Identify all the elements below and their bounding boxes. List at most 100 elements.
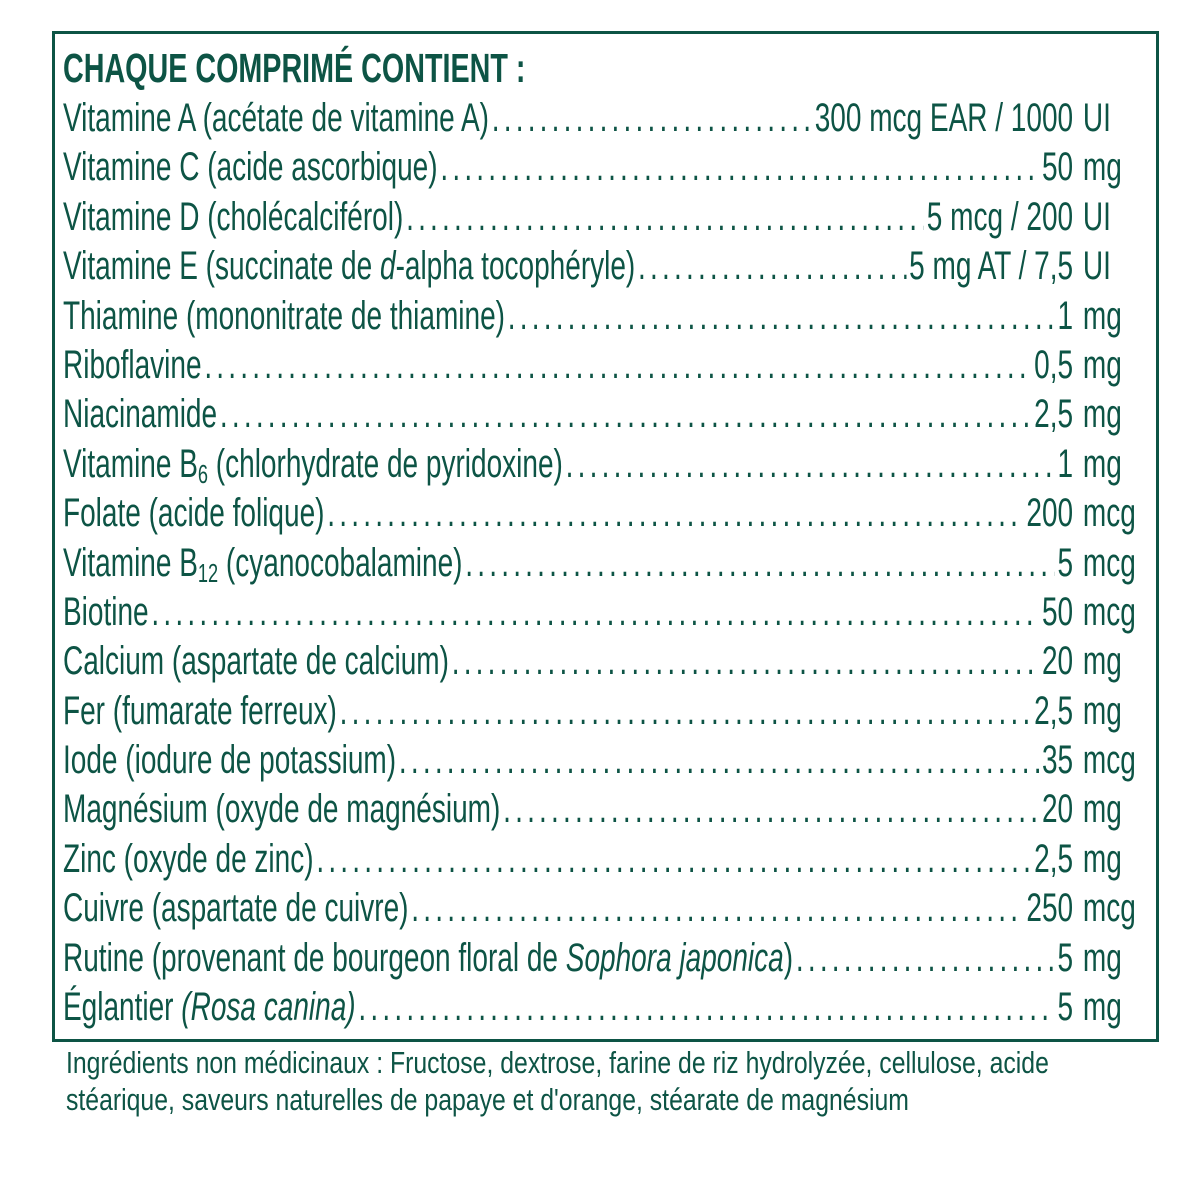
ingredient-amount: 5 mcg / 200: [926, 194, 1074, 239]
ingredient-amount: 5 mg AT / 7,5: [909, 244, 1074, 289]
dot-leader: [465, 539, 1054, 588]
ingredient-name-part: Sophora japonica: [565, 935, 784, 980]
ingredient-name-part: 6: [197, 458, 209, 489]
ingredient-row: Zinc (oxyde de zinc) 2,5mg: [63, 835, 1143, 884]
ingredient-name: Thiamine (mononitrate de thiamine): [63, 292, 505, 341]
ingredient-name: Folate (acide folique): [63, 489, 324, 538]
ingredient-row: Fer (fumarate ferreux) 2,5mg: [63, 687, 1143, 736]
ingredient-name-part: Zinc (oxyde de zinc): [63, 836, 314, 881]
ingredient-name-part: Vitamine B: [63, 441, 198, 486]
ingredient-amount: 35: [1041, 738, 1074, 783]
ingredient-name: Biotine: [63, 588, 149, 637]
dot-leader: [440, 143, 1039, 192]
dot-leader: [638, 242, 906, 291]
non-medicinal-ingredients: Ingrédients non médicinaux : Fructose, d…: [66, 1045, 1049, 1117]
ingredient-amount: 50: [1041, 589, 1074, 634]
ingredient-unit: mg: [1082, 985, 1122, 1030]
dot-leader: [411, 884, 1023, 933]
ingredient-amount: 1: [1057, 441, 1074, 486]
ingredient-name: Riboflavine: [63, 341, 202, 390]
ingredient-unit: mcg: [1082, 540, 1136, 585]
ingredients-list: CHAQUE COMPRIMÉ CONTIENT : Vitamine A (a…: [63, 44, 1143, 1032]
ingredient-row: Riboflavine 0,5mg: [63, 341, 1143, 390]
ingredient-row: Vitamine E (succinate de d-alpha tocophé…: [63, 242, 1143, 291]
ingredient-unit: mg: [1082, 392, 1122, 437]
ingredient-name: Fer (fumarate ferreux): [63, 687, 337, 736]
dot-leader: [508, 292, 1055, 341]
dot-leader: [327, 489, 1023, 538]
ingredient-name-part: Thiamine (mononitrate de thiamine): [63, 293, 505, 338]
ingredient-name-part: Rutine (provenant de bourgeon floral de: [63, 935, 566, 980]
ingredient-name: Magnésium (oxyde de magnésium): [63, 785, 500, 834]
ingredient-unit: mg: [1082, 688, 1122, 733]
dot-leader: [452, 637, 1039, 686]
ingredient-name-part: Biotine: [63, 589, 149, 634]
ingredient-unit: mg: [1082, 787, 1122, 832]
ingredient-amount: 300 mcg EAR / 1000: [814, 96, 1074, 140]
ingredient-amount: 5: [1057, 540, 1074, 585]
ingredient-name-part: (cyanocobalamine): [218, 540, 463, 585]
ingredient-row: Vitamine A (acétate de vitamine A) 300 mc…: [63, 94, 1143, 143]
ingredient-amount: 250: [1026, 886, 1074, 931]
ingredient-name-part: Vitamine B: [63, 540, 198, 585]
ingredient-name-part: ): [783, 935, 794, 980]
ingredient-unit: mg: [1082, 639, 1122, 684]
ingredient-name-part: -alpha tocophéryle): [395, 244, 636, 289]
ingredient-name: Niacinamide: [63, 390, 217, 439]
ingredient-row: Thiamine (mononitrate de thiamine) 1mg: [63, 292, 1143, 341]
ingredient-unit: UI: [1082, 96, 1111, 140]
ingredient-unit: mg: [1082, 145, 1122, 190]
ingredient-name: Vitamine B6 (chlorhydrate de pyridoxine): [63, 440, 563, 489]
ingredient-unit: mcg: [1082, 738, 1136, 783]
ingredient-name-part: (chlorhydrate de pyridoxine): [208, 441, 563, 486]
ingredient-amount: 0,5: [1034, 342, 1074, 387]
dot-leader: [796, 934, 1055, 983]
ingredient-name: Vitamine A (acétate de vitamine A): [63, 94, 489, 143]
ingredient-name-part: (Rosa canina): [181, 985, 356, 1030]
ingredient-name: Calcium (aspartate de calcium): [63, 637, 449, 686]
dot-leader: [340, 687, 1032, 736]
ingredient-name-part: Vitamine D (cholécalciférol): [63, 194, 404, 239]
ingredient-name-part: Iode (iodure de potassium): [63, 738, 397, 783]
dot-leader: [220, 390, 1031, 439]
ingredient-row: Rutine (provenant de bourgeon floral de …: [63, 934, 1143, 983]
ingredient-amount: 5: [1057, 935, 1074, 980]
ingredient-name-part: Églantier: [63, 985, 182, 1030]
ingredient-amount: 1: [1057, 293, 1074, 338]
ingredient-name: Iode (iodure de potassium): [63, 736, 396, 785]
ingredient-name-part: Folate (acide folique): [63, 491, 325, 536]
ingredient-amount: 200: [1026, 491, 1074, 536]
ingredient-unit: mg: [1082, 441, 1122, 486]
ingredient-name-part: Fer (fumarate ferreux): [63, 688, 337, 733]
ingredient-amount: 50: [1041, 145, 1074, 190]
ingredient-unit: UI: [1082, 194, 1111, 239]
ingredient-name-part: Cuivre (aspartate de cuivre): [63, 886, 409, 931]
ingredient-row: Églantier (Rosa canina) 5mg: [63, 983, 1143, 1032]
ingredient-unit: mg: [1082, 836, 1122, 881]
ingredient-name-part: Vitamine C (acide ascorbique): [63, 145, 438, 190]
ingredient-unit: mg: [1082, 293, 1122, 338]
ingredient-name-part: d: [379, 244, 396, 289]
ingredient-amount: 20: [1041, 787, 1074, 832]
dot-leader: [358, 983, 1054, 1032]
ingredients-box: CHAQUE COMPRIMÉ CONTIENT : Vitamine A (a…: [52, 31, 1159, 1042]
ingredient-row: Vitamine D (cholécalciférol) 5 mcg / 200U…: [63, 193, 1143, 242]
ingredient-amount: 20: [1041, 639, 1074, 684]
ingredient-name: Cuivre (aspartate de cuivre): [63, 884, 408, 933]
dot-leader: [151, 588, 1039, 637]
ingredient-name: Vitamine C (acide ascorbique): [63, 143, 438, 192]
dot-leader: [492, 94, 812, 143]
ingredient-name-part: Niacinamide: [63, 392, 218, 437]
ingredient-name: Vitamine E (succinate de d-alpha tocophé…: [63, 242, 635, 291]
ingredient-row: Niacinamide 2,5mg: [63, 390, 1143, 439]
ingredient-amount: 5: [1057, 985, 1074, 1030]
ingredient-amount: 2,5: [1034, 392, 1074, 437]
ingredient-row: Vitamine B6 (chlorhydrate de pyridoxine)…: [63, 440, 1143, 489]
ingredient-name-part: Riboflavine: [63, 342, 202, 387]
ingredient-unit: mcg: [1082, 589, 1136, 634]
